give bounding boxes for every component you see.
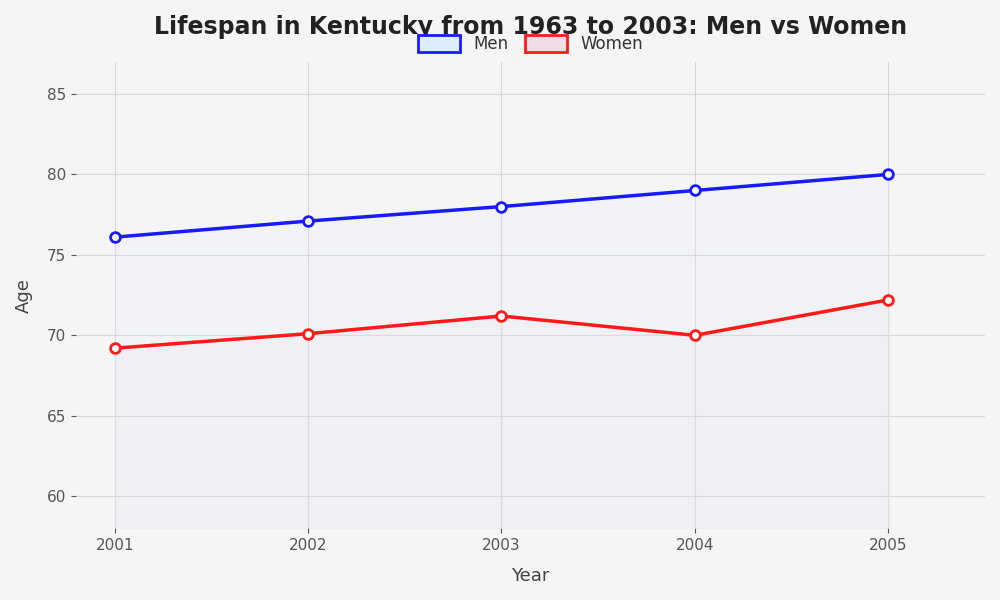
X-axis label: Year: Year xyxy=(511,567,550,585)
Title: Lifespan in Kentucky from 1963 to 2003: Men vs Women: Lifespan in Kentucky from 1963 to 2003: … xyxy=(154,15,907,39)
Y-axis label: Age: Age xyxy=(15,278,33,313)
Legend: Men, Women: Men, Women xyxy=(412,28,649,59)
